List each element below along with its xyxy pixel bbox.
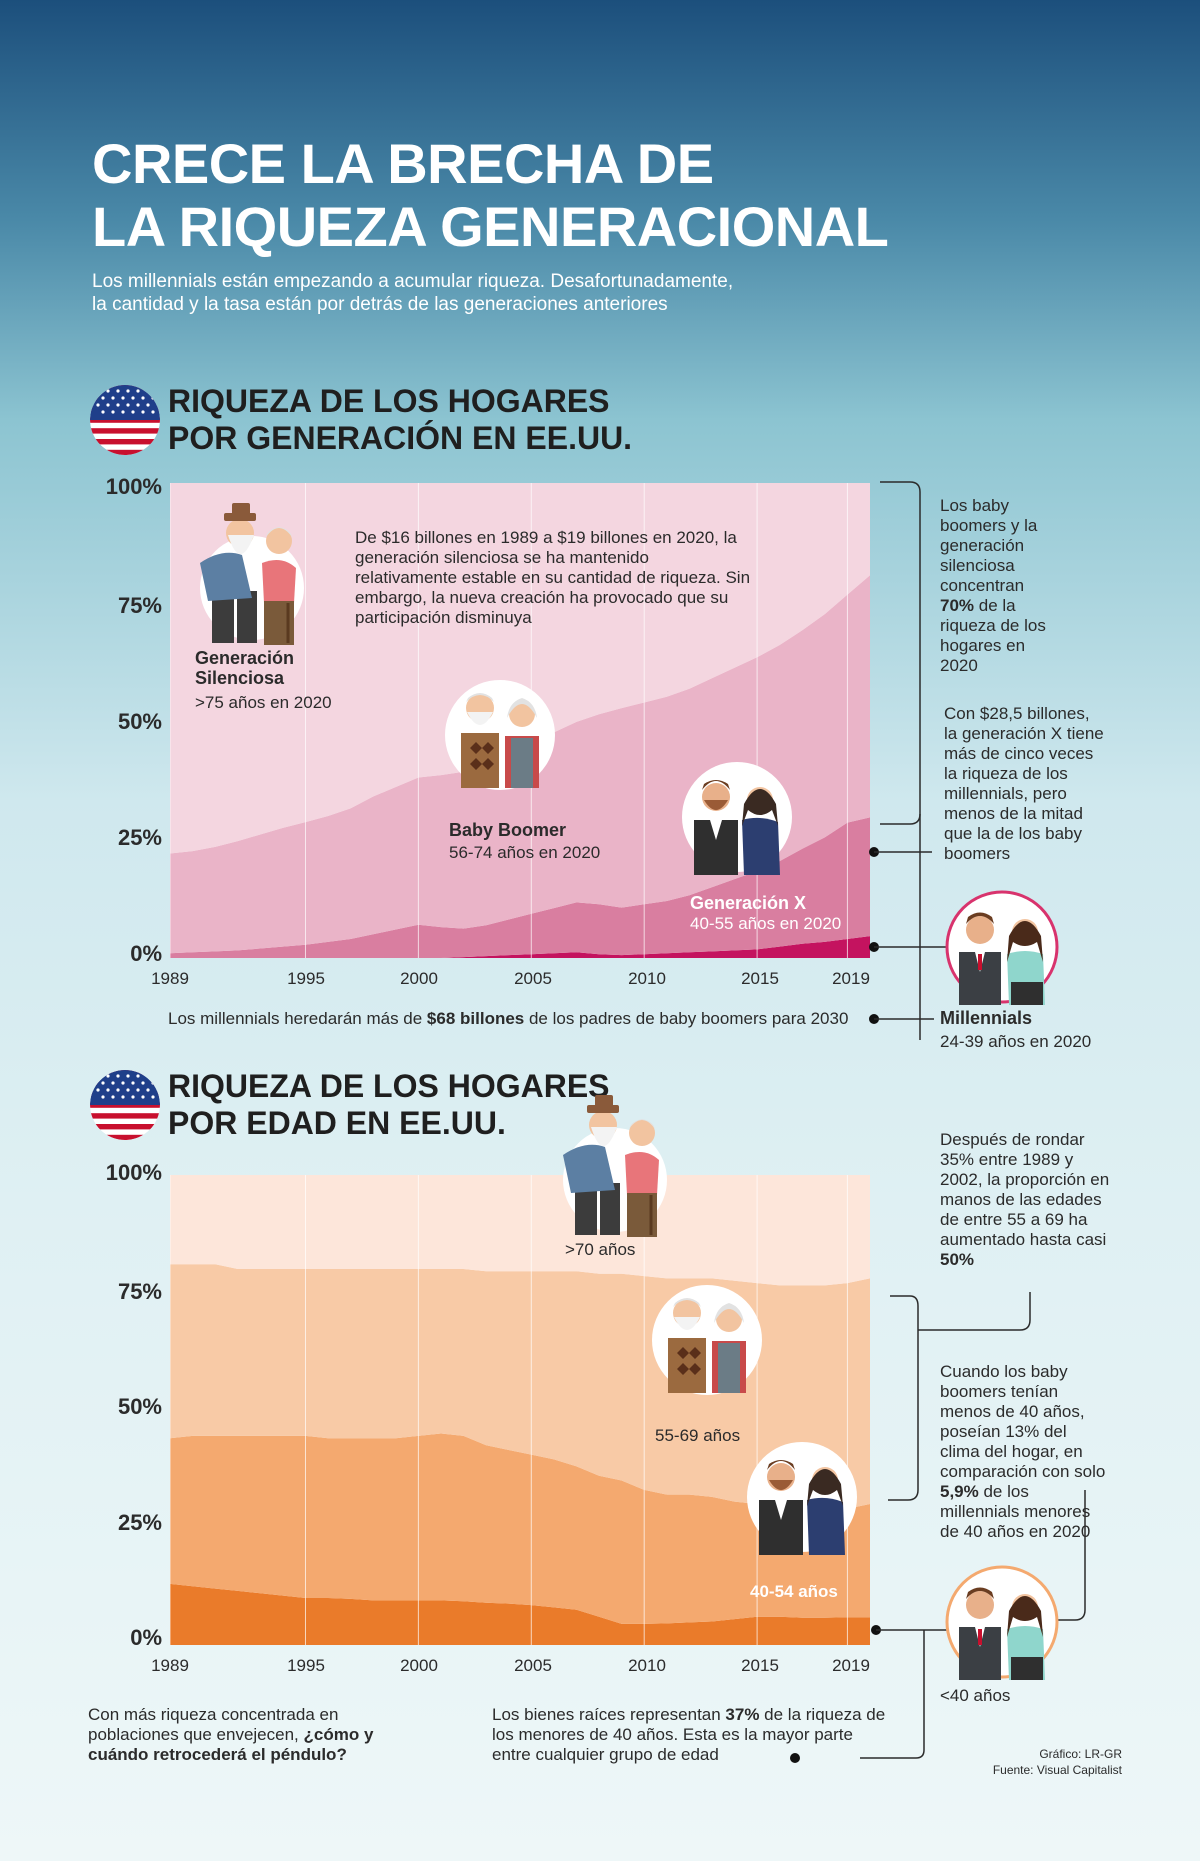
silent-generation-avatar xyxy=(200,503,304,645)
page-title: CRECE LA BRECHA DE LA RIQUEZA GENERACION… xyxy=(92,132,889,258)
bottom-note-highlight: $68 billones xyxy=(426,1009,525,1028)
section-2-title: RIQUEZA DE LOS HOGARES POR EDAD EN EE.UU… xyxy=(168,1068,610,1142)
chart2-series-70-a-os xyxy=(170,1175,870,1286)
bottom-mid-part-c: de la riqueza de los menores de 40 años.… xyxy=(492,1705,886,1764)
chart2-xtick-2015: 2015 xyxy=(741,1656,779,1675)
side-note-1-highlight: 70% xyxy=(940,596,975,615)
us-flag-icon xyxy=(90,1070,160,1140)
section-1-title-line-2: POR GENERACIÓN EN EE.UU. xyxy=(168,420,633,456)
title-line-2: LA RIQUEZA GENERACIONAL xyxy=(92,195,889,258)
silent-generation-name: Generación Silenciosa xyxy=(195,648,295,688)
side-note-boomers-silent: Los baby boomers y la generación silenci… xyxy=(940,496,1060,676)
section-2-title-line-1: RIQUEZA DE LOS HOGARES xyxy=(168,1068,610,1104)
chart2-xtick-2005: 2005 xyxy=(514,1656,552,1675)
chart1-xtick-2000: 2000 xyxy=(400,969,438,988)
side-note-55-69: Después de rondar 35% entre 1989 y 2002,… xyxy=(940,1130,1115,1270)
chart1-series-generaci-n-silenciosa xyxy=(170,483,870,854)
generation-x-name: Generación X xyxy=(690,893,807,913)
chart1-series-millennials xyxy=(170,936,870,958)
section-1-title-line-1: RIQUEZA DE LOS HOGARES xyxy=(168,383,610,419)
chart1-ytick-25: 25% xyxy=(117,825,162,850)
title-line-1: CRECE LA BRECHA DE xyxy=(92,132,714,195)
millennials-age: 24-39 años en 2020 xyxy=(940,1032,1092,1051)
chart2-xtick-2010: 2010 xyxy=(628,1656,666,1675)
chart2-ytick-50: 50% xyxy=(117,1394,162,1419)
chart2-xtick-2000: 2000 xyxy=(400,1656,438,1675)
subtitle-line-2: la cantidad y la tasa están por detrás d… xyxy=(92,294,668,315)
side-note-under-40: Cuando los baby boomers tenían menos de … xyxy=(940,1362,1110,1542)
chart2-series-40-54-a-os xyxy=(170,1433,870,1624)
baby-boomer-age: 56-74 años en 2020 xyxy=(449,843,601,862)
side-note-1-part-c: de la riqueza de los hogares en 2020 xyxy=(940,596,1046,675)
chart2-series-40-a-os xyxy=(170,1583,870,1645)
side-note-3-highlight: 50% xyxy=(940,1250,975,1269)
chart2-ytick-75: 75% xyxy=(117,1279,162,1304)
chart1-pointer-lines xyxy=(869,847,962,1024)
bottom-note-part-a: Los millennials heredarán más de xyxy=(168,1009,427,1028)
bottom-mid-highlight: 37% xyxy=(725,1705,760,1724)
chart2-xtick-2019: 2019 xyxy=(832,1656,870,1675)
pendulum-question-note: Con más riqueza concentrada en poblacion… xyxy=(88,1705,398,1765)
chart1-xtick-2015: 2015 xyxy=(741,969,779,988)
page-subtitle: Los millennials están empezando a acumul… xyxy=(92,270,852,316)
bottom-left-highlight: ¿cómo y cuándo retrocederá el péndulo? xyxy=(88,1725,374,1764)
chart1-xtick-2005: 2005 xyxy=(514,969,552,988)
bottom-left-part-a: Con más riqueza concentrada en poblacion… xyxy=(88,1705,339,1744)
baby-boomer-name: Baby Boomer xyxy=(449,820,567,840)
under-40-avatar xyxy=(945,1565,1059,1680)
millennials-avatar xyxy=(945,890,1059,1005)
us-flag-icon xyxy=(90,385,160,455)
section-2-title-line-2: POR EDAD EN EE.UU. xyxy=(168,1105,506,1141)
chart1-xtick-2010: 2010 xyxy=(628,969,666,988)
silent-generation-note: De $16 billones en 1989 a $19 billones e… xyxy=(355,528,751,627)
side-note-4-part-c: de los millennials menores de 40 años en… xyxy=(940,1482,1091,1541)
chart1-series-generaci-n-x xyxy=(170,817,870,958)
chart1-ytick-50: 50% xyxy=(117,709,162,734)
millennials-name: Millennials xyxy=(940,1008,1033,1028)
side-note-4-part-a: Cuando los baby boomers tenían menos de … xyxy=(940,1362,1106,1481)
side-note-3-part-a: Después de rondar 35% entre 1989 y 2002,… xyxy=(940,1130,1110,1249)
silent-generation-label: Generación Silenciosa xyxy=(195,648,305,688)
chart2-ytick-0: 0% xyxy=(130,1625,162,1650)
chart2-xtick-1995: 1995 xyxy=(287,1656,325,1675)
real-estate-note: Los bienes raíces representan 37% de la … xyxy=(492,1705,892,1765)
chart1-ytick-100: 100% xyxy=(105,474,162,499)
chart1-connector-lines xyxy=(880,481,921,1040)
silent-generation-age: >75 años en 2020 xyxy=(195,693,332,712)
under-40-label: <40 años xyxy=(940,1686,1011,1705)
chart2-xtick-1989: 1989 xyxy=(151,1656,189,1675)
age-55-69-label: 55-69 años xyxy=(655,1426,741,1445)
age-55-69-avatar xyxy=(652,1285,762,1395)
bottom-mid-part-a: Los bienes raíces representan xyxy=(492,1705,726,1724)
chart1-ytick-0: 0% xyxy=(130,941,162,966)
credits: Gráfico: LR-GR Fuente: Visual Capitalist xyxy=(900,1746,1122,1778)
generation-x-avatar xyxy=(682,762,792,875)
baby-boomer-avatar xyxy=(445,680,555,790)
millennials-inheritance-note: Los millennials heredarán más de $68 bil… xyxy=(168,1009,848,1029)
chart2-ytick-25: 25% xyxy=(117,1510,162,1535)
real-estate-pointer xyxy=(790,1753,800,1763)
age-area-chart xyxy=(170,1175,870,1645)
age-70-plus-avatar xyxy=(563,1095,667,1237)
age-40-54-label: 40-54 años xyxy=(750,1582,838,1601)
chart1-xtick-1995: 1995 xyxy=(287,969,325,988)
subtitle-line-1: Los millennials están empezando a acumul… xyxy=(92,271,734,292)
chart2-ytick-100: 100% xyxy=(105,1160,162,1185)
side-note-4-highlight: 5,9% xyxy=(940,1482,979,1501)
bottom-note-part-c: de los padres de baby boomers para 2030 xyxy=(524,1009,849,1028)
credit-graphic: Gráfico: LR-GR xyxy=(1039,1747,1122,1761)
credit-source: Fuente: Visual Capitalist xyxy=(992,1763,1122,1777)
age-70-plus-label: >70 años xyxy=(565,1240,636,1259)
chart1-xtick-2019: 2019 xyxy=(832,969,870,988)
section-1-title: RIQUEZA DE LOS HOGARES POR GENERACIÓN EN… xyxy=(168,383,632,457)
generation-x-age: 40-55 años en 2020 xyxy=(690,914,842,933)
age-40-54-avatar xyxy=(747,1442,857,1555)
side-note-genx: Con $28,5 billones, la generación X tien… xyxy=(944,704,1104,863)
chart1-ytick-75: 75% xyxy=(117,593,162,618)
side-note-1-part-a: Los baby boomers y la generación silenci… xyxy=(940,496,1038,595)
chart1-xtick-1989: 1989 xyxy=(151,969,189,988)
